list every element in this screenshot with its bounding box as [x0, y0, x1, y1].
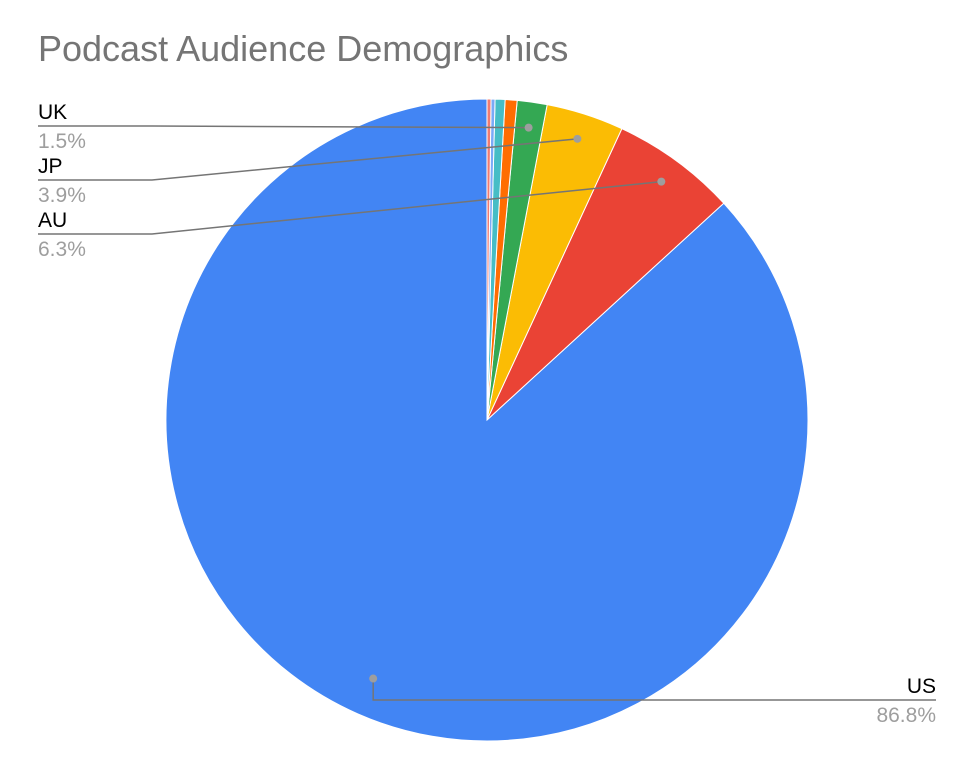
- slice-percent-jp: 3.9%: [38, 184, 86, 207]
- slice-percent-us: 86.8%: [876, 704, 936, 727]
- leader-line-au: [38, 180, 662, 235]
- slice-percent-uk: 1.5%: [38, 130, 86, 153]
- chart-title: Podcast Audience Demographics: [38, 28, 569, 69]
- slice-percent-au: 6.3%: [38, 238, 86, 261]
- slice-label-jp: JP: [38, 155, 63, 178]
- pie-labels: US 86.8% AU 6.3% JP 3.9% UK 1.5%: [38, 101, 936, 727]
- leader-line-us: [372, 678, 936, 701]
- leader-line-jp: [38, 138, 578, 181]
- leader-dot-jp: [573, 134, 582, 143]
- slice-label-us: US: [907, 675, 936, 698]
- pie-slice-au: [486, 128, 725, 421]
- pie-slices: [165, 98, 809, 742]
- leader-line-uk: [38, 125, 529, 129]
- slice-label-uk: UK: [38, 101, 67, 124]
- leader-dot-uk: [524, 123, 533, 132]
- leader-dot-au: [657, 177, 666, 186]
- leader-dot-us: [369, 674, 378, 683]
- pie-slice-7: [486, 98, 492, 421]
- slice-label-au: AU: [38, 209, 67, 232]
